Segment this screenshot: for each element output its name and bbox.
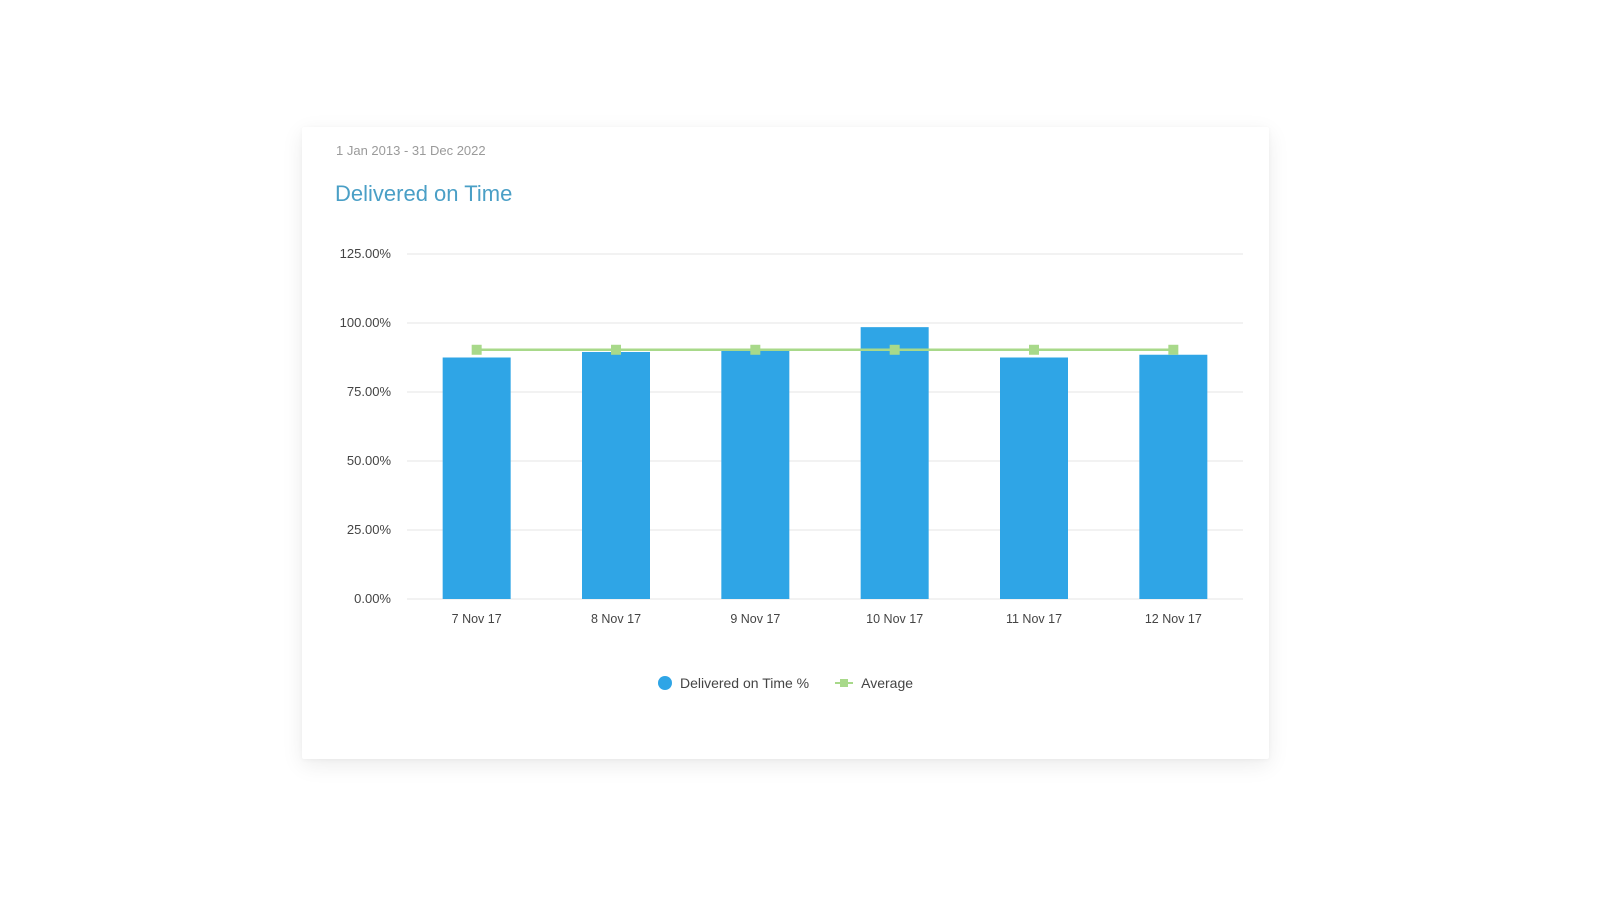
legend-label-delivered: Delivered on Time % [679, 675, 810, 691]
x-tick-label: 9 Nov 17 [730, 612, 780, 626]
date-range-label: 1 Jan 2013 - 31 Dec 2022 [336, 143, 486, 158]
bar [860, 327, 929, 599]
bar [721, 349, 790, 599]
y-tick-label: 125.00% [340, 246, 392, 261]
delivered-on-time-chart: 0.00% 25.00% 50.00% 75.00% 100.00% 125.00% 7 N… [340, 246, 1243, 626]
chart-card: 1 Jan 2013 - 31 Dec 2022 Delivered on Ti… [302, 127, 1269, 759]
legend-circle-icon [657, 676, 672, 690]
bar [442, 357, 511, 599]
bar [582, 351, 650, 599]
y-tick-label: 25.00% [347, 522, 392, 537]
y-tick-label: 100.00% [340, 315, 392, 330]
average-point [889, 344, 900, 355]
average-point [471, 344, 482, 355]
chart-legend: Delivered on Time % Average [302, 675, 1269, 691]
bar [1000, 357, 1068, 599]
y-tick-label: 0.00% [354, 591, 391, 606]
x-tick-label: 8 Nov 17 [591, 612, 641, 626]
x-tick-label: 11 Nov 17 [1006, 612, 1062, 626]
average-point [1029, 344, 1039, 355]
legend-item-average[interactable]: Average [835, 675, 913, 691]
x-tick-label: 12 Nov 17 [1145, 612, 1202, 626]
x-tick-label: 7 Nov 17 [452, 612, 502, 626]
average-point [611, 344, 621, 355]
average-point [1168, 344, 1179, 355]
legend-line-square-icon [835, 678, 854, 688]
x-tick-label: 10 Nov 17 [866, 612, 923, 626]
chart-title: Delivered on Time [335, 181, 513, 206]
average-point [750, 344, 761, 355]
bar [1139, 354, 1208, 599]
legend-item-delivered[interactable]: Delivered on Time % [657, 675, 810, 691]
legend-label-average: Average [861, 675, 914, 691]
y-tick-label: 50.00% [347, 453, 392, 468]
y-tick-label: 75.00% [347, 384, 392, 399]
